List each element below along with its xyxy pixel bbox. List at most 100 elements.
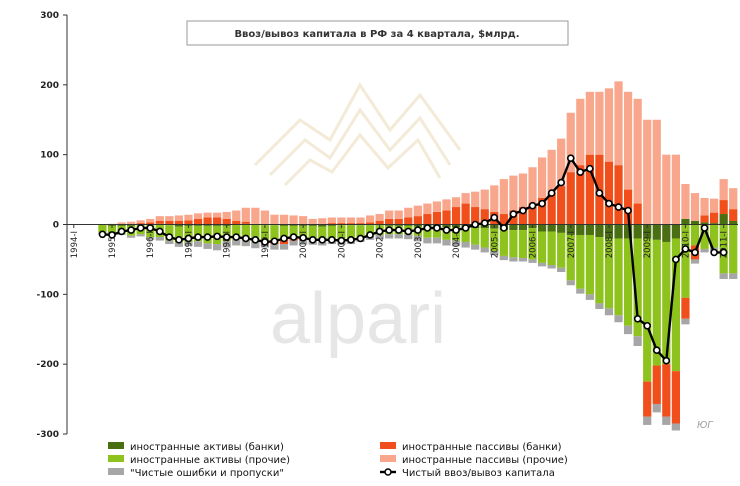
net-point-2010-II: [691, 248, 699, 257]
bar-3-2008-IV: [633, 98, 642, 204]
bar-2-2003-I: [413, 216, 422, 225]
bar-3-2001-I: [337, 217, 346, 224]
legend-label: Чистый ввоз/вывоз капитала: [402, 468, 555, 479]
bar-2-2006-I: [528, 203, 537, 225]
bar-4-2005-IV: [518, 258, 528, 262]
y-tick-label: 100: [40, 151, 59, 161]
y-tick-label: -300: [36, 430, 59, 440]
bar-1-2005-I: [490, 228, 499, 252]
bar-3-2008-III: [623, 91, 633, 190]
bar-4-2002-II: [385, 234, 394, 239]
bar-2-1996-IV: [174, 221, 184, 225]
bar-0-2007-I: [566, 224, 575, 235]
bar-1-2010-III: [700, 224, 709, 249]
x-tick-label: 2007-I: [567, 231, 577, 258]
bar-3-1999-II: [270, 214, 279, 225]
bar-4-1998-I: [222, 241, 231, 248]
bar-2-2006-IV: [557, 186, 566, 225]
bar-2-1997-I: [184, 220, 193, 225]
bar-0-2006-III: [547, 224, 556, 232]
bar-3-2005-II: [499, 179, 508, 215]
net-point-1996-III: [165, 233, 174, 241]
bar-3-2000-IV: [327, 217, 336, 224]
bar-3-2004-I: [451, 197, 461, 208]
net-point-1996-I: [146, 224, 155, 232]
bar-1-1998-II: [232, 224, 241, 240]
x-tick-label: 1996-I: [146, 231, 156, 258]
bar-1-2000-II: [308, 225, 317, 240]
bar-1-2001-IV: [365, 225, 375, 236]
bar-4-2008-III: [623, 325, 633, 335]
bar-4-1995-III: [127, 235, 136, 238]
bar-1-1999-III: [279, 225, 289, 240]
net-point-1999-I: [261, 238, 269, 246]
bar-4-2004-III: [471, 244, 480, 250]
x-tick-label: 2000-I: [299, 231, 309, 258]
net-point-2004-IV: [480, 219, 489, 227]
bar-4-2005-III: [509, 257, 518, 262]
bar-1-2004-II: [461, 227, 470, 242]
bar-1-2005-III: [509, 230, 518, 258]
bar-3-1996-II: [155, 216, 164, 222]
x-tick-label: 2006-I: [529, 231, 539, 258]
bar-0-2011-I: [719, 214, 728, 225]
net-point-2006-III: [547, 189, 556, 197]
bar-2-2001-II: [346, 223, 356, 225]
net-point-1998-IV: [251, 236, 260, 244]
bar-4-1996-II: [155, 237, 164, 241]
bar-1-2009-I: [643, 238, 652, 382]
bar-3-2000-I: [299, 216, 308, 225]
net-point-2004-II: [461, 224, 470, 232]
legend-swatch: [108, 455, 124, 462]
bar-3-2002-IV: [404, 207, 413, 218]
net-point-2006-I: [528, 201, 537, 210]
bar-1-1995-I: [107, 225, 117, 235]
bar-1-2004-I: [451, 227, 461, 241]
bar-3-2009-IV: [671, 154, 680, 225]
bar-2-2002-I: [375, 221, 384, 225]
x-tick-label: 2010-I: [681, 231, 691, 258]
bar-2-2009-II: [652, 365, 661, 404]
bar-3-2002-II: [385, 210, 394, 219]
bar-3-2007-III: [585, 91, 594, 155]
x-tick-label: 2009-I: [643, 231, 653, 258]
bar-4-1996-IV: [174, 242, 184, 247]
x-tick-label: 1995-I: [108, 231, 118, 258]
bar-3-2009-II: [652, 119, 661, 225]
net-point-2009-IV: [672, 255, 680, 264]
bar-0-1997-II: [193, 224, 203, 226]
bar-2-2011-II: [729, 209, 738, 222]
bar-2-2009-I: [643, 381, 652, 417]
net-point-2002-IV: [404, 227, 413, 236]
alpari-logo-mountains: [253, 82, 462, 187]
net-flow-line: [98, 154, 728, 365]
bar-1-1999-IV: [289, 225, 298, 239]
bar-0-2008-I: [604, 224, 614, 239]
bar-0-2009-II: [652, 224, 661, 240]
bar-4-1997-IV: [213, 244, 222, 251]
bar-4-2000-I: [299, 239, 308, 245]
bar-0-2010-I: [681, 218, 690, 225]
bar-4-1998-II: [232, 239, 241, 246]
net-point-1995-III: [127, 226, 135, 234]
bar-2-2009-IV: [671, 371, 680, 424]
bar-4-1995-IV: [136, 234, 145, 237]
bar-3-1999-IV: [289, 215, 298, 225]
bar-4-2008-I: [604, 308, 614, 316]
bar-4-2010-III: [700, 248, 709, 253]
bar-4-2006-I: [528, 259, 537, 263]
net-point-2003-II: [423, 224, 432, 232]
net-point-2004-III: [471, 220, 479, 229]
bar-4-2009-IV: [671, 423, 680, 431]
net-point-2003-IV: [442, 226, 451, 234]
net-point-2009-I: [643, 321, 652, 330]
bar-0-2007-III: [585, 224, 594, 235]
bar-4-1996-III: [165, 240, 174, 245]
net-point-1995-II: [117, 227, 126, 236]
net-point-2001-II: [347, 236, 355, 244]
bar-3-1998-III: [241, 207, 250, 222]
bar-1-2010-I: [681, 224, 690, 298]
bar-2-2001-IV: [365, 222, 375, 225]
bar-0-2002-III: [394, 224, 403, 226]
